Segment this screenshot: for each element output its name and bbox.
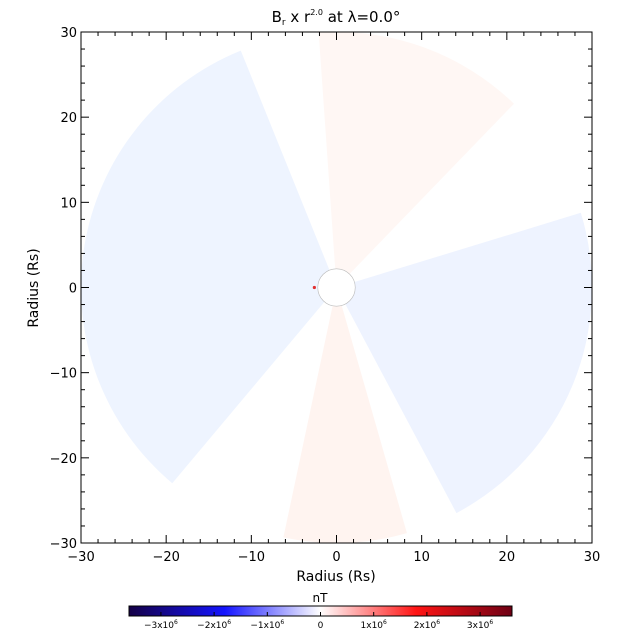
inner-core xyxy=(312,268,356,307)
x-tick-label: 20 xyxy=(499,550,516,565)
right-negative-sector xyxy=(340,212,592,514)
colorbar-ticks: −3x106 −2x106 −1x106 0 1x106 2x106 3x106 xyxy=(144,612,493,631)
colorbar-tick-label: 0 xyxy=(318,621,324,631)
y-tick-label: 0 xyxy=(69,282,77,297)
y-axis-label: Radius (Rs) xyxy=(26,248,42,327)
x-tick-label: −10 xyxy=(238,550,265,565)
chart-title: Br x r2.0 at λ=0.0° xyxy=(272,8,401,28)
x-tick-label: 0 xyxy=(332,550,340,565)
x-axis: −30 −20 −10 0 10 20 30 xyxy=(67,32,600,565)
left-negative-sector xyxy=(81,50,334,484)
y-tick-label: 10 xyxy=(60,196,77,211)
x-axis-label: Radius (Rs) xyxy=(296,569,375,585)
x-tick-label: −20 xyxy=(152,550,179,565)
y-axis: −30 −20 −10 0 10 20 30 xyxy=(50,26,592,552)
x-tick-label: 30 xyxy=(584,550,601,565)
y-tick-label: −20 xyxy=(50,452,77,467)
x-tick-label: 10 xyxy=(413,550,430,565)
top-positive-sector xyxy=(318,32,514,282)
colorbar-tick-label: 2x106 xyxy=(414,619,441,631)
colorbar-tick-label: 1x106 xyxy=(361,619,388,631)
core-hotspot xyxy=(312,285,316,290)
sector-layer xyxy=(81,32,592,543)
y-tick-label: −10 xyxy=(50,367,77,382)
y-tick-label: 30 xyxy=(60,26,77,41)
colorbar-tick-label: −3x106 xyxy=(144,619,178,631)
colorbar-tick-label: 3x106 xyxy=(467,619,494,631)
x-tick-label: −30 xyxy=(67,550,94,565)
core-circle xyxy=(317,268,356,307)
y-tick-label: 20 xyxy=(60,111,77,126)
colorbar-tick-label: −1x106 xyxy=(250,619,284,631)
colorbar-tick-label: −2x106 xyxy=(197,619,231,631)
y-tick-label: −30 xyxy=(50,537,77,552)
colorbar-label: nT xyxy=(313,591,329,605)
bottom-positive-sector xyxy=(283,295,407,543)
